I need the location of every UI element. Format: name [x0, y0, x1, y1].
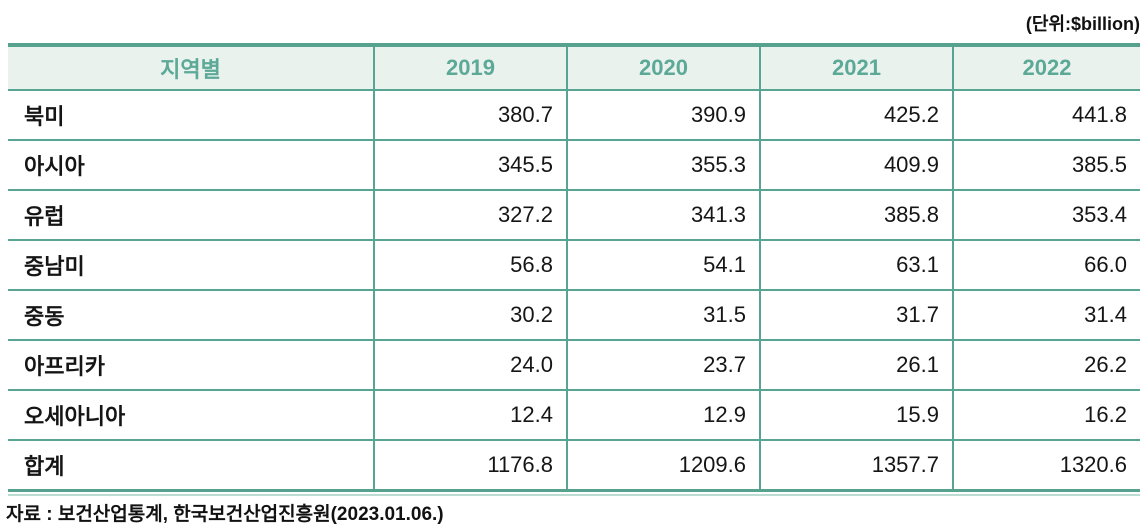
- value-cell: 345.5: [373, 140, 567, 191]
- value-cell: 56.8: [373, 240, 567, 291]
- table-row: 북미 380.7 390.9 425.2 441.8: [8, 90, 1140, 141]
- table-row: 중남미 56.8 54.1 63.1 66.0: [8, 240, 1140, 291]
- value-cell: 353.4: [952, 190, 1140, 241]
- table-body: 북미 380.7 390.9 425.2 441.8 아시아 345.5 355.3 409.9…: [8, 90, 1140, 492]
- region-label: 북미: [8, 90, 374, 141]
- table-header: 지역별 2019 2020 2021 2022: [8, 45, 1140, 91]
- value-cell: 409.9: [759, 140, 953, 191]
- value-cell: 1176.8: [373, 440, 567, 492]
- value-cell: 385.5: [952, 140, 1140, 191]
- value-cell: 1357.7: [759, 440, 953, 492]
- value-cell: 380.7: [373, 90, 567, 141]
- table-row: 유럽 327.2 341.3 385.8 353.4: [8, 190, 1140, 241]
- column-header-2020: 2020: [566, 45, 760, 91]
- source-note: 자료 : 보건산업통계, 한국보건산업진흥원(2023.01.06.): [6, 504, 444, 525]
- table-row: 오세아니아 12.4 12.9 15.9 16.2: [8, 390, 1140, 441]
- value-cell: 23.7: [566, 340, 760, 391]
- value-cell: 30.2: [373, 290, 567, 341]
- value-cell: 1320.6: [952, 440, 1140, 492]
- table-row: 아프리카 24.0 23.7 26.1 26.2: [8, 340, 1140, 391]
- value-cell: 327.2: [373, 190, 567, 241]
- value-cell: 31.7: [759, 290, 953, 341]
- region-label: 유럽: [8, 190, 374, 241]
- value-cell: 16.2: [952, 390, 1140, 441]
- column-header-2019: 2019: [373, 45, 567, 91]
- value-cell: 54.1: [566, 240, 760, 291]
- value-cell: 31.5: [566, 290, 760, 341]
- region-label: 아프리카: [8, 340, 374, 391]
- value-cell: 441.8: [952, 90, 1140, 141]
- value-cell: 26.1: [759, 340, 953, 391]
- value-cell: 12.9: [566, 390, 760, 441]
- data-table: 지역별 2019 2020 2021 2022 북미 380.7 390.9 425.…: [8, 43, 1140, 492]
- table-row: 중동 30.2 31.5 31.7 31.4: [8, 290, 1140, 341]
- value-cell: 24.0: [373, 340, 567, 391]
- value-cell: 425.2: [759, 90, 953, 141]
- value-cell: 63.1: [759, 240, 953, 291]
- bottom-accent-line: [8, 494, 1140, 496]
- region-label: 합계: [8, 440, 374, 492]
- value-cell: 341.3: [566, 190, 760, 241]
- region-label: 아시아: [8, 140, 374, 191]
- value-cell: 31.4: [952, 290, 1140, 341]
- value-cell: 26.2: [952, 340, 1140, 391]
- region-label: 오세아니아: [8, 390, 374, 441]
- value-cell: 66.0: [952, 240, 1140, 291]
- value-cell: 15.9: [759, 390, 953, 441]
- column-header-2022: 2022: [952, 45, 1140, 91]
- value-cell: 355.3: [566, 140, 760, 191]
- value-cell: 12.4: [373, 390, 567, 441]
- region-label: 중남미: [8, 240, 374, 291]
- table-row: 합계 1176.8 1209.6 1357.7 1320.6: [8, 440, 1140, 492]
- region-label: 중동: [8, 290, 374, 341]
- table-container: 지역별 2019 2020 2021 2022 북미 380.7 390.9 425.…: [8, 43, 1140, 496]
- column-header-region: 지역별: [8, 45, 374, 91]
- value-cell: 385.8: [759, 190, 953, 241]
- value-cell: 390.9: [566, 90, 760, 141]
- column-header-2021: 2021: [759, 45, 953, 91]
- table-row: 아시아 345.5 355.3 409.9 385.5: [8, 140, 1140, 191]
- unit-label: (단위:$billion): [1025, 14, 1140, 34]
- header-row: 지역별 2019 2020 2021 2022: [8, 45, 1140, 91]
- value-cell: 1209.6: [566, 440, 760, 492]
